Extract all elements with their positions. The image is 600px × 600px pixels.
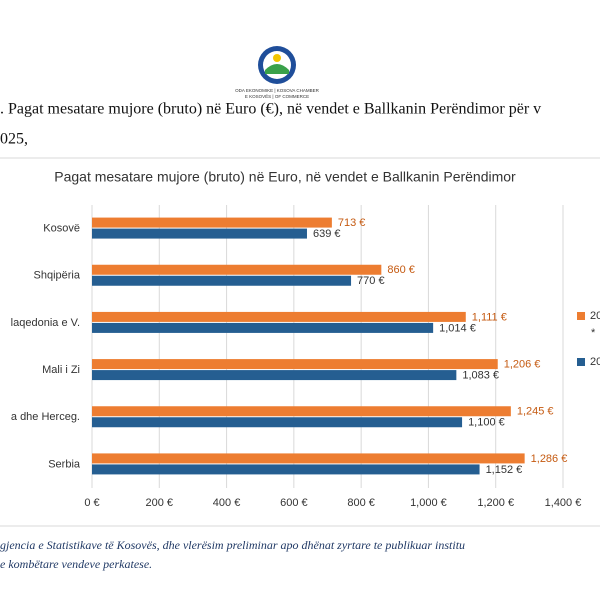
logo: ODA EKONOMIKE | KOSOVA CHAMBER E KOSOVËS…: [235, 46, 320, 99]
bar: [92, 464, 480, 475]
bar: [92, 359, 498, 370]
data-label: 1,111 €: [472, 311, 507, 323]
data-label: 1,206 €: [504, 358, 541, 370]
logo-text: ODA EKONOMIKE | KOSOVA CHAMBER: [235, 88, 320, 93]
chart-frame: [0, 157, 600, 527]
legend-label: 20: [590, 310, 600, 322]
y-tick-label: laqedonia e V.: [11, 317, 80, 329]
legend-swatch: [577, 312, 585, 320]
heading: 025,: [0, 131, 28, 148]
x-tick-label: 1,200 €: [477, 497, 514, 509]
x-tick-label: 600 €: [280, 497, 308, 509]
data-label: 860 €: [387, 264, 415, 276]
legend-label: 20: [590, 356, 600, 368]
logo-hill: [265, 64, 289, 74]
x-tick-label: 200 €: [146, 497, 174, 509]
y-tick-label: Kosovë: [43, 222, 80, 234]
bar: [92, 417, 463, 428]
footer: gjencia e Statistikave të Kosovës, dhe v…: [0, 538, 465, 552]
bar: [92, 322, 434, 333]
y-tick-label: a dhe Herceg.: [11, 411, 80, 423]
chart-title: Pagat mesatare mujore (bruto) në Euro, n…: [54, 169, 516, 185]
x-tick-label: 800 €: [347, 497, 375, 509]
logo-text: E KOSOVËS | OF COMMERCE: [245, 93, 309, 99]
x-tick-label: 400 €: [213, 497, 241, 509]
legend-swatch: [577, 358, 585, 366]
bar: [92, 228, 307, 239]
bar: [92, 453, 525, 464]
data-label: 1,245 €: [517, 406, 554, 418]
heading: . Pagat mesatare mujore (bruto) në Euro …: [0, 101, 541, 118]
data-label: 1,152 €: [486, 464, 523, 476]
bar: [92, 406, 511, 417]
x-tick-label: 0 €: [84, 497, 99, 509]
y-tick-label: Shqipëria: [34, 270, 81, 282]
bar: [92, 311, 466, 322]
footer: e kombëtare vendeve perkatese.: [0, 557, 152, 571]
y-tick-label: Mali i Zi: [42, 364, 80, 376]
x-tick-label: 1,000 €: [410, 497, 447, 509]
bar: [92, 217, 332, 228]
data-label: 1,286 €: [531, 453, 568, 465]
legend-note: *: [591, 327, 596, 339]
data-label: 1,083 €: [462, 369, 499, 381]
bar: [92, 370, 457, 381]
x-tick-label: 1,400 €: [545, 497, 582, 509]
data-label: 1,100 €: [468, 417, 505, 429]
data-label: 639 €: [313, 228, 341, 240]
data-label: 1,014 €: [439, 322, 476, 334]
y-tick-label: Serbia: [48, 458, 81, 470]
data-label: 770 €: [357, 275, 385, 287]
data-label: 713 €: [338, 217, 366, 229]
bar: [92, 275, 352, 286]
logo-sun: [273, 54, 281, 62]
bar: [92, 264, 382, 275]
